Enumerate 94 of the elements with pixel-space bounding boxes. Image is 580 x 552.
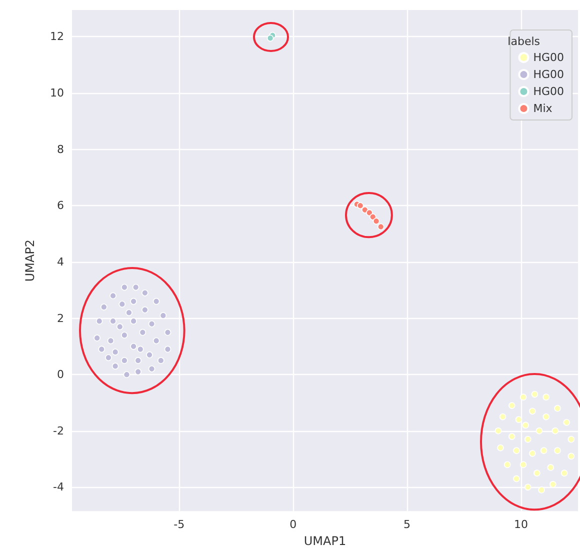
point: [540, 447, 548, 454]
point: [121, 284, 128, 291]
point: [130, 318, 137, 324]
point: [126, 309, 132, 316]
point: [515, 416, 522, 424]
point: [146, 351, 153, 358]
point: [96, 318, 103, 324]
point: [136, 346, 144, 353]
point: [552, 427, 559, 434]
point: [536, 427, 543, 434]
point: [100, 304, 108, 310]
point: [522, 422, 529, 429]
x-axis-title: UMAP1: [304, 534, 346, 548]
point: [547, 464, 554, 471]
point: [524, 484, 532, 491]
point: [520, 394, 527, 400]
point: [513, 475, 520, 482]
point: [130, 343, 137, 350]
point: [563, 419, 570, 426]
x-tick-label: 0: [290, 518, 297, 532]
point: [529, 450, 536, 457]
y-tick-label: 4: [57, 255, 64, 268]
point: [568, 452, 575, 460]
point: [369, 214, 376, 220]
point: [164, 328, 172, 336]
point: [508, 402, 516, 409]
point: [134, 368, 142, 376]
point: [110, 318, 116, 324]
y-tick-label: -4: [53, 480, 64, 494]
point: [164, 346, 172, 353]
point: [356, 202, 364, 210]
point: [105, 354, 112, 362]
point: [98, 346, 106, 353]
point: [554, 404, 561, 412]
point: [160, 312, 167, 319]
point: [372, 218, 380, 225]
point: [504, 461, 511, 468]
point: [121, 332, 128, 339]
point: [529, 408, 536, 415]
y-axis-title: UMAP2: [23, 239, 37, 282]
y-tick-label: 2: [57, 312, 64, 325]
point: [554, 447, 561, 454]
x-tick-label: 5: [404, 518, 411, 532]
point: [497, 444, 504, 452]
y-tick-label: 10: [50, 86, 64, 100]
legend-label: HG00: [533, 85, 564, 98]
point: [118, 300, 126, 308]
legend-title: labels: [508, 35, 540, 48]
point: [152, 337, 160, 344]
point: [142, 290, 148, 296]
point: [134, 357, 142, 364]
point: [142, 306, 148, 314]
point: [116, 323, 124, 330]
point: [520, 461, 527, 468]
point: [123, 371, 130, 378]
y-tick-label: -2: [53, 424, 64, 438]
point: [377, 223, 384, 230]
point: [508, 433, 516, 440]
point: [542, 413, 550, 420]
legend-label: Mix: [533, 102, 553, 115]
point: [531, 390, 538, 398]
point: [152, 298, 160, 305]
point: [524, 436, 532, 443]
point: [538, 486, 545, 494]
point: [132, 284, 140, 291]
point: [366, 209, 373, 216]
point: [148, 320, 156, 328]
x-tick-label: -5: [174, 518, 185, 532]
x-tick-label: 10: [514, 518, 528, 532]
point: [112, 362, 119, 370]
point: [158, 357, 164, 364]
point: [266, 34, 274, 42]
y-tick-label: 6: [57, 199, 64, 212]
y-tick-label: 12: [50, 30, 64, 44]
point: [110, 292, 116, 300]
point: [499, 413, 506, 420]
y-tick-label: 0: [57, 368, 64, 382]
point: [534, 470, 540, 476]
y-tick-label: 8: [57, 142, 64, 156]
point: [107, 337, 114, 344]
point: [148, 366, 156, 372]
point: [130, 298, 137, 305]
point: [494, 427, 502, 434]
point: [550, 480, 556, 488]
point: [121, 357, 128, 364]
point: [560, 470, 568, 476]
point: [112, 348, 119, 356]
point: [568, 436, 575, 443]
point: [542, 394, 550, 400]
point: [94, 334, 100, 342]
point: [139, 328, 146, 336]
point: [513, 447, 520, 454]
legend-label: HG00: [533, 51, 564, 64]
legend-label: HG00: [533, 68, 564, 81]
